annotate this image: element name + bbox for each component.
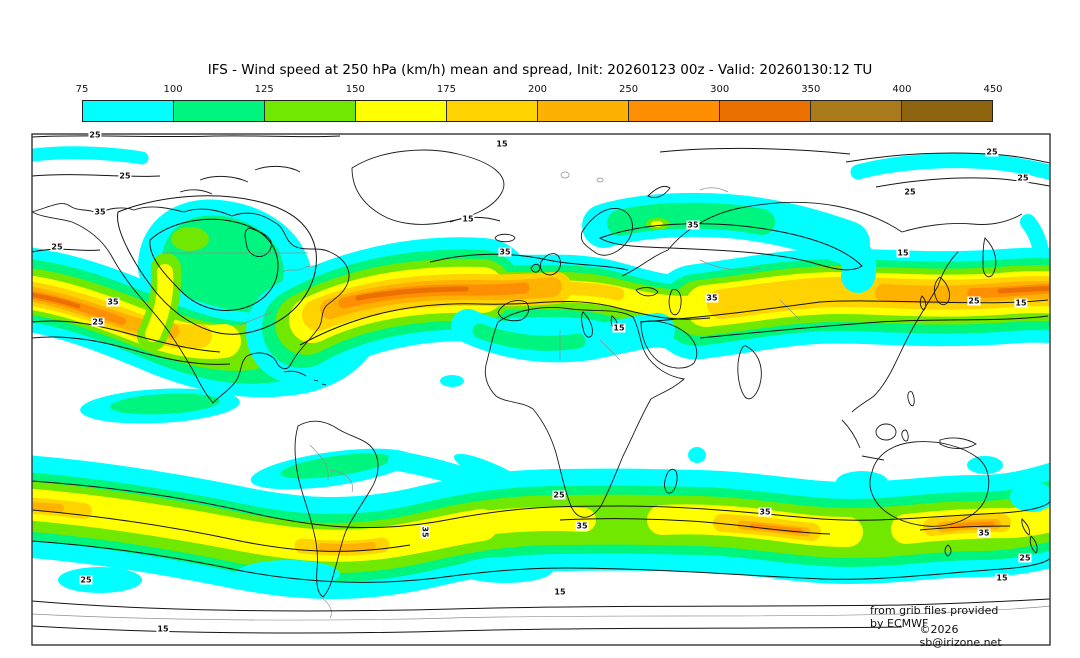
colorbar-segment-300-350 [719, 101, 810, 121]
colorbar-segment-200-250 [537, 101, 628, 121]
map-frame [31, 133, 1051, 646]
colorbar [82, 100, 993, 122]
colorbar-segment-150-175 [355, 101, 446, 121]
colorbar-segment-175-200 [446, 101, 537, 121]
colorbar-tick-300: 300 [710, 84, 730, 95]
colorbar-tick-200: 200 [527, 84, 548, 95]
colorbar-tick-250: 250 [619, 84, 639, 95]
colorbar-tick-175: 175 [436, 84, 456, 95]
attribution-copyright: ©2026 sb@irizone.net [919, 623, 1002, 649]
colorbar-segment-75-100 [83, 101, 173, 121]
colorbar-tick-100: 100 [163, 84, 183, 95]
colorbar-segment-250-300 [628, 101, 719, 121]
spread-contour-layer [32, 135, 1050, 634]
colorbar-tick-125: 125 [254, 84, 274, 95]
colorbar-tick-450: 450 [983, 84, 1003, 95]
wind-speed-fill-layer [32, 146, 1050, 599]
colorbar-segment-400-450 [901, 101, 992, 121]
colorbar-tick-350: 350 [801, 84, 821, 95]
colorbar-segment-350-400 [810, 101, 901, 121]
attribution-source: from grib files provided by ECMWF [870, 604, 999, 630]
colorbar-tick-75: 75 [75, 84, 89, 95]
colorbar-ticks: 75 100 125 150 175 200 250 300 350 400 450 [76, 84, 1003, 97]
colorbar-segment-100-125 [173, 101, 264, 121]
colorbar-tick-150: 150 [345, 84, 365, 95]
coastline-layer [32, 149, 1050, 621]
colorbar-tick-400: 400 [892, 84, 912, 95]
chart-title: IFS - Wind speed at 250 hPa (km/h) mean … [207, 62, 873, 78]
colorbar-segment-125-150 [264, 101, 355, 121]
